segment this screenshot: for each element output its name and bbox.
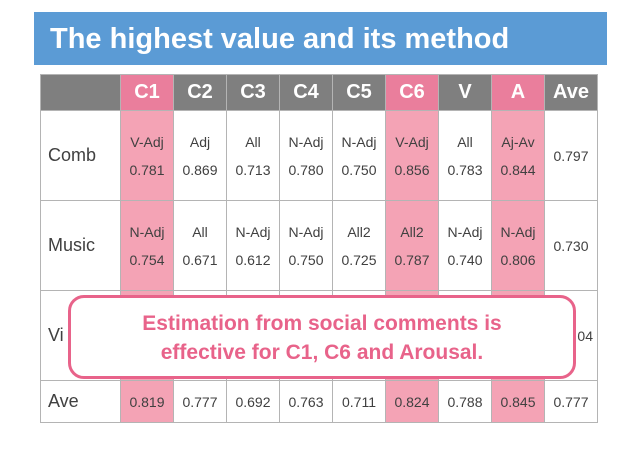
cell-value: 0.713 (235, 161, 271, 178)
cell-value: 0.806 (500, 251, 536, 268)
method-label: All (192, 223, 208, 240)
method-label: All2 (400, 223, 424, 240)
method-label: Adj (189, 133, 211, 150)
col-header-c5: C5 (332, 74, 386, 111)
method-label: N-Adj (288, 223, 324, 240)
header-row: C1 C2 C3 C4 C5 C6 V A Ave (40, 74, 598, 111)
method-label: N-Adj (500, 223, 536, 240)
row-label: Comb (40, 110, 121, 201)
method-label: All2 (347, 223, 371, 240)
cell-value: 0.856 (394, 161, 430, 178)
method-label: All (245, 133, 261, 150)
cell-value: 0.844 (500, 161, 536, 178)
table-cell: N-Adj 0.750 (279, 200, 333, 291)
cell-value: 0.777 (173, 380, 227, 423)
cell-value: 0.711 (332, 380, 386, 423)
cell-value: 0.692 (226, 380, 280, 423)
table-cell: N-Adj 0.612 (226, 200, 280, 291)
table-cell: Adj 0.869 (173, 110, 227, 201)
method-label: All (457, 133, 473, 150)
cell-value: 0.671 (182, 251, 218, 268)
cell-value: 0.787 (394, 251, 430, 268)
conclusion-callout: Estimation from social comments is effec… (68, 295, 576, 379)
cell-value: 0.783 (447, 161, 483, 178)
table-cell: N-Adj 0.740 (438, 200, 492, 291)
cell-value: 0.750 (341, 161, 377, 178)
table-cell: N-Adj 0.754 (120, 200, 174, 291)
callout-line-2: effective for C1, C6 and Arousal. (160, 341, 484, 364)
callout-line-1: Estimation from social comments is (142, 312, 502, 335)
cell-value: 0.781 (129, 161, 165, 178)
method-label: Aj-Av (501, 133, 535, 150)
row-label: Ave (40, 380, 121, 423)
table-cell: V-Adj 0.781 (120, 110, 174, 201)
method-label: N-Adj (341, 133, 377, 150)
table-row-ave: Ave 0.819 0.777 0.692 0.763 0.711 0.824 … (40, 380, 598, 423)
method-label: N-Adj (447, 223, 483, 240)
col-header-c6: C6 (385, 74, 439, 111)
table-cell: All 0.783 (438, 110, 492, 201)
table-cell: All2 0.787 (385, 200, 439, 291)
row-average: 0.777 (544, 380, 598, 423)
row-average: 0.730 (544, 200, 598, 291)
method-label: N-Adj (129, 223, 165, 240)
cell-value: 0.819 (120, 380, 174, 423)
row-label: Music (40, 200, 121, 291)
table-cell: All2 0.725 (332, 200, 386, 291)
method-label: N-Adj (288, 133, 324, 150)
table-cell: Aj-Av 0.844 (491, 110, 545, 201)
cell-value: 0.845 (491, 380, 545, 423)
table-cell: All 0.713 (226, 110, 280, 201)
cell-value: 0.725 (341, 251, 377, 268)
col-header-c3: C3 (226, 74, 280, 111)
col-header-ave: Ave (544, 74, 598, 111)
method-label: N-Adj (235, 223, 271, 240)
cell-value: 0.824 (385, 380, 439, 423)
table-row-music: Music N-Adj 0.754 All 0.671 N-Adj 0.612 N-A… (40, 200, 598, 291)
cell-value: 0.763 (279, 380, 333, 423)
cell-value: 0.612 (235, 251, 271, 268)
table-cell: N-Adj 0.750 (332, 110, 386, 201)
cell-value: 0.869 (182, 161, 218, 178)
col-header-a: A (491, 74, 545, 111)
corner-cell (40, 74, 121, 111)
method-label: V-Adj (395, 133, 429, 150)
cell-value: 0.780 (288, 161, 324, 178)
table-cell: N-Adj 0.780 (279, 110, 333, 201)
col-header-v: V (438, 74, 492, 111)
cell-value: 0.754 (129, 251, 165, 268)
table-cell: N-Adj 0.806 (491, 200, 545, 291)
cell-value: 0.788 (438, 380, 492, 423)
table-row-comb: Comb V-Adj 0.781 Adj 0.869 All 0.713 N-Adj 0… (40, 110, 598, 201)
col-header-c2: C2 (173, 74, 227, 111)
table-cell: All 0.671 (173, 200, 227, 291)
cell-value: 0.740 (447, 251, 483, 268)
row-average: 0.797 (544, 110, 598, 201)
cell-value: 0.750 (288, 251, 324, 268)
table-cell: V-Adj 0.856 (385, 110, 439, 201)
slide-title: The highest value and its method (34, 12, 607, 65)
col-header-c4: C4 (279, 74, 333, 111)
method-label: V-Adj (130, 133, 164, 150)
col-header-c1: C1 (120, 74, 174, 111)
